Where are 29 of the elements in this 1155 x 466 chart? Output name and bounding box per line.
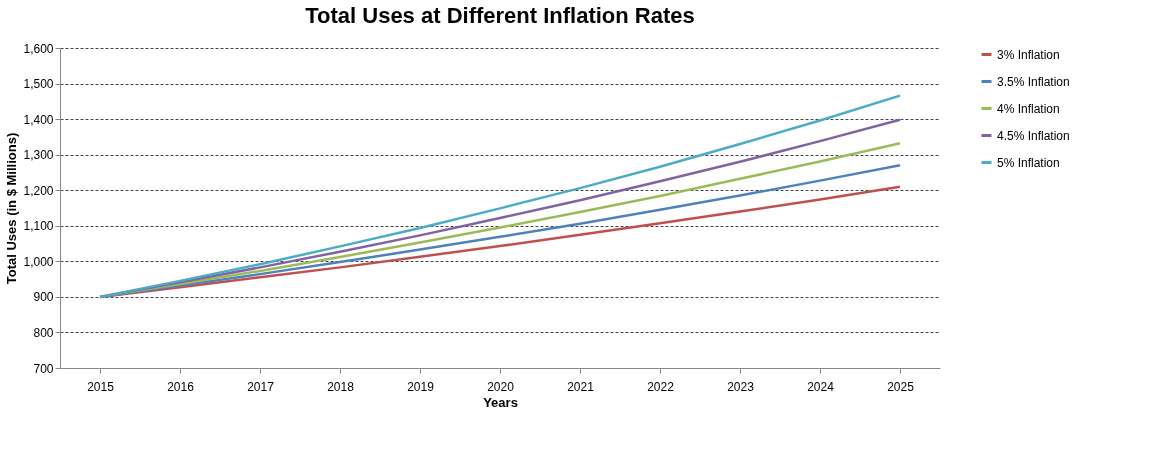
- y-tick-label: 1,000: [23, 254, 54, 269]
- y-tick-label: 1,300: [23, 148, 54, 163]
- y-tick-label: 1,200: [23, 183, 54, 198]
- x-tick-label: 2021: [567, 379, 595, 394]
- x-tick-label: 2023: [727, 379, 755, 394]
- x-tick-label: 2022: [647, 379, 675, 394]
- chart-title: Total Uses at Different Inflation Rates: [305, 3, 695, 28]
- legend-label: 4% Inflation: [997, 101, 1060, 116]
- y-tick-label: 700: [33, 361, 54, 376]
- x-tick-label: 2020: [487, 379, 515, 394]
- x-tick-label: 2018: [327, 379, 355, 394]
- x-tick-label: 2016: [167, 379, 195, 394]
- x-tick-label: 2019: [407, 379, 435, 394]
- y-tick-label: 1,500: [23, 77, 54, 92]
- y-tick-label: 900: [33, 290, 54, 305]
- y-tick-label: 800: [33, 325, 54, 340]
- y-axis-title: Total Uses (in $ Millions): [4, 132, 20, 285]
- x-tick-label: 2024: [807, 379, 835, 394]
- y-tick-label: 1,600: [23, 41, 54, 56]
- legend-label: 5% Inflation: [997, 155, 1060, 170]
- y-tick-label: 1,400: [23, 112, 54, 127]
- y-tick-label: 1,100: [23, 219, 54, 234]
- x-axis-title: Years: [483, 394, 518, 410]
- legend-label: 4.5% Inflation: [997, 128, 1070, 143]
- legend-label: 3% Inflation: [997, 47, 1060, 62]
- x-tick-label: 2017: [247, 379, 275, 394]
- legend-label: 3.5% Inflation: [997, 74, 1070, 89]
- x-tick-label: 2025: [887, 379, 915, 394]
- x-tick-label: 2015: [87, 379, 115, 394]
